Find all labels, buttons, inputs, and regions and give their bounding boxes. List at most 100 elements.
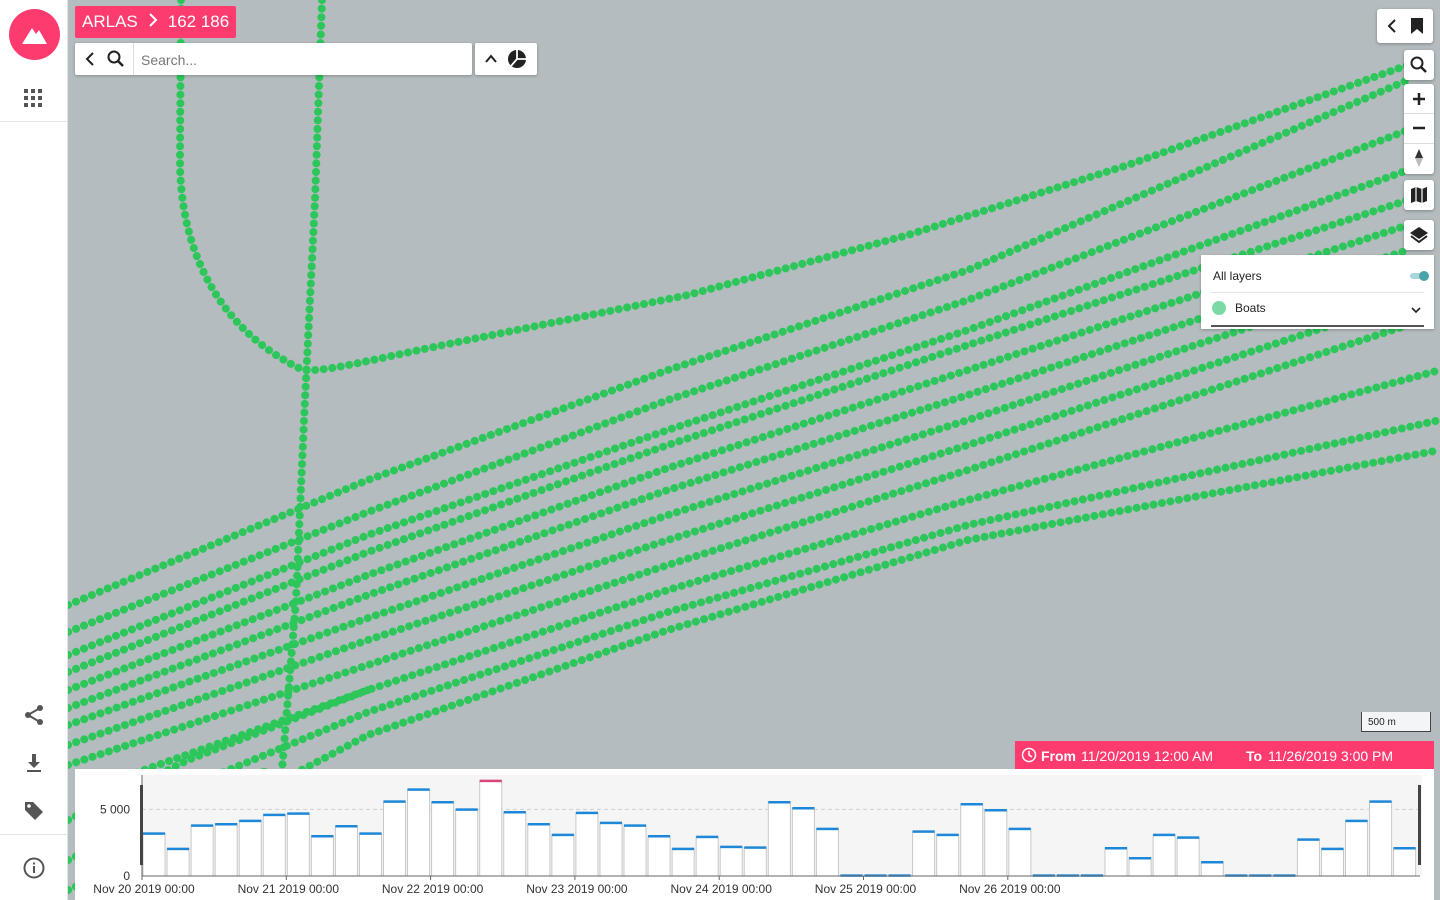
zoom-in-icon[interactable] <box>1404 84 1434 114</box>
boats-layer-color <box>1212 301 1226 315</box>
x-tick-label: Nov 22 2019 00:00 <box>382 882 484 896</box>
histogram-bar <box>1200 861 1224 877</box>
histogram-bar-top <box>311 835 334 838</box>
basemap-button <box>1404 180 1434 210</box>
histogram-bar <box>358 832 383 877</box>
result-count: 162 186 <box>167 12 230 31</box>
histogram-bar <box>238 820 262 877</box>
histogram-bar-top <box>696 835 719 839</box>
histogram-bar <box>671 848 695 877</box>
histogram-bar-top <box>960 803 983 806</box>
timeline-histogram[interactable]: 0 5 000 Nov 20 2019 00:00 Nov 21 2019 00:00… <box>75 769 1434 900</box>
histogram-bar-top <box>143 832 166 835</box>
zoom-out-icon[interactable] <box>1404 113 1434 143</box>
compass-icon[interactable] <box>1404 143 1434 173</box>
apps-grid-icon[interactable] <box>24 89 42 107</box>
histogram-bar <box>431 801 455 877</box>
histogram-bar <box>527 823 551 877</box>
histogram-bar <box>262 814 286 877</box>
search-icon[interactable] <box>1404 50 1434 80</box>
bookmark-icon[interactable] <box>1410 17 1424 40</box>
histogram-bar <box>310 835 334 877</box>
histogram-bar <box>1176 836 1200 877</box>
arlas-logo-icon[interactable] <box>9 9 60 60</box>
histogram-bar-top <box>167 847 190 851</box>
histogram-bar-top <box>1369 800 1392 803</box>
bookmark-panel <box>1377 9 1433 43</box>
histogram-bar <box>1296 838 1320 877</box>
histogram-bar-top <box>768 801 791 804</box>
scale-bar: 500 m <box>1361 712 1431 732</box>
chart-toggle <box>475 43 537 75</box>
histogram-bar <box>407 788 431 877</box>
histogram-bar-top <box>744 846 767 849</box>
histogram-bar-top <box>1153 833 1176 837</box>
histogram-bar-top <box>575 811 598 815</box>
histogram-bar-top <box>1345 819 1368 823</box>
layers-divider <box>1211 292 1424 293</box>
layers-icon[interactable] <box>1404 220 1434 250</box>
chevron-right-icon <box>148 12 158 32</box>
histogram-bar-top <box>720 845 743 849</box>
histogram-bar-top <box>287 812 310 815</box>
histogram-bar-top <box>215 823 238 826</box>
histogram-bar <box>815 828 839 877</box>
histogram-bar-top <box>936 833 959 837</box>
download-icon[interactable] <box>22 751 46 775</box>
pie-chart-icon[interactable] <box>507 49 527 74</box>
histogram-bar <box>743 846 767 877</box>
histogram-bar <box>960 803 984 877</box>
clock-icon <box>1021 747 1037 766</box>
search-icon[interactable] <box>107 50 125 73</box>
histogram-bar-top <box>1129 857 1152 860</box>
histogram-bar-top <box>527 823 550 826</box>
x-tick-label: Nov 25 2019 00:00 <box>815 882 917 896</box>
map-icon[interactable] <box>1404 180 1434 210</box>
from-value: 11/20/2019 12:00 AM <box>1081 748 1214 764</box>
layers-panel: All layers Boats <box>1201 255 1434 329</box>
histogram-bar <box>791 807 815 877</box>
histogram-bar <box>190 824 214 877</box>
chevron-up-icon[interactable] <box>485 52 497 70</box>
histogram-bar <box>623 824 647 877</box>
histogram-bar <box>1152 834 1176 877</box>
info-icon[interactable] <box>22 856 46 880</box>
search-input[interactable] <box>139 49 463 71</box>
histogram-bar <box>551 834 575 877</box>
app-title-badge[interactable]: ARLAS 162 186 <box>75 6 237 38</box>
histogram-bar-top <box>239 819 262 823</box>
histogram-bar-top <box>383 800 406 803</box>
histogram-bar <box>1104 847 1128 877</box>
histogram-bar-top <box>455 808 478 811</box>
histogram-bar-top <box>479 779 502 783</box>
histogram-bar <box>479 780 503 877</box>
histogram-bar <box>1320 848 1344 877</box>
tag-icon[interactable] <box>22 799 46 823</box>
histogram-bar-top <box>407 788 430 791</box>
histogram-bar <box>936 834 960 877</box>
chevron-down-icon[interactable] <box>1411 303 1421 317</box>
layers-button <box>1404 220 1434 250</box>
histogram-bar-top <box>503 811 526 814</box>
chevron-left-icon[interactable] <box>84 51 96 72</box>
boats-layer-label[interactable]: Boats <box>1235 301 1266 315</box>
all-layers-toggle[interactable] <box>1410 270 1430 285</box>
sidebar <box>0 0 68 900</box>
histogram-bar <box>166 848 190 877</box>
histogram-bar-top <box>599 821 622 825</box>
histogram-bar-top <box>1393 847 1416 850</box>
from-label: From <box>1041 748 1076 764</box>
x-tick-label: Nov 23 2019 00:00 <box>526 882 628 896</box>
time-range-badge[interactable]: From 11/20/2019 12:00 AM To 11/26/2019 3… <box>1015 741 1434 769</box>
histogram-bar <box>1393 847 1417 877</box>
histogram-bar <box>647 835 671 877</box>
chevron-left-icon[interactable] <box>1387 19 1397 38</box>
histogram-chart[interactable]: 0 5 000 Nov 20 2019 00:00 Nov 21 2019 00:00… <box>75 769 1434 900</box>
histogram-bar <box>599 822 623 877</box>
histogram-bar <box>334 825 358 877</box>
share-icon[interactable] <box>22 703 46 727</box>
to-value: 11/26/2019 3:00 PM <box>1268 748 1394 764</box>
histogram-bar <box>719 846 743 877</box>
sidebar-divider <box>0 121 67 122</box>
histogram-bar-top <box>672 847 695 851</box>
